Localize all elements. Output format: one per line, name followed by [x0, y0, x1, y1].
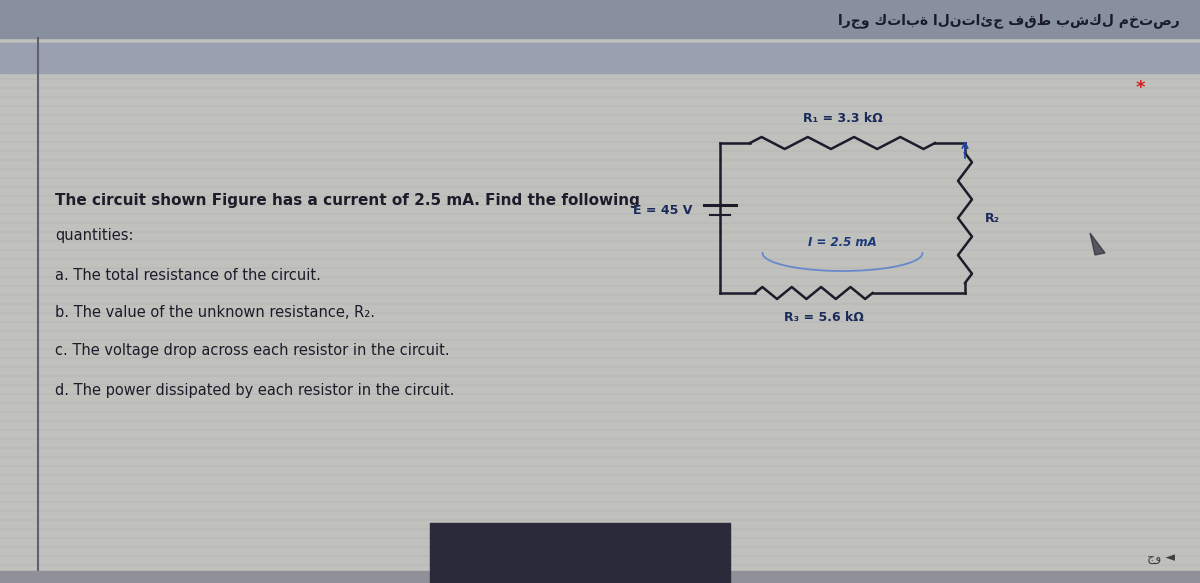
- Text: ارجو كتابة النتائج فقط بشكل مختصر: ارجو كتابة النتائج فقط بشكل مختصر: [839, 13, 1180, 29]
- Text: R₃ = 5.6 kΩ: R₃ = 5.6 kΩ: [784, 311, 864, 324]
- Text: E = 45 V: E = 45 V: [632, 203, 692, 216]
- Text: *: *: [1135, 79, 1145, 97]
- Text: quantities:: quantities:: [55, 228, 133, 243]
- Text: R₁ = 3.3 kΩ: R₁ = 3.3 kΩ: [803, 112, 882, 125]
- Bar: [0, 43, 1200, 73]
- Text: R₂: R₂: [985, 212, 1000, 224]
- Bar: [0, 571, 1200, 583]
- Text: a. The total resistance of the circuit.: a. The total resistance of the circuit.: [55, 268, 320, 283]
- Text: d. The power dissipated by each resistor in the circuit.: d. The power dissipated by each resistor…: [55, 383, 455, 398]
- Bar: [0, 0, 1200, 38]
- Text: I = 2.5 mA: I = 2.5 mA: [808, 237, 877, 250]
- Text: جو ◄: جو ◄: [1147, 552, 1175, 564]
- Bar: [430, 523, 730, 583]
- Polygon shape: [1090, 233, 1105, 255]
- Text: b. The value of the unknown resistance, R₂.: b. The value of the unknown resistance, …: [55, 305, 374, 320]
- Text: c. The voltage drop across each resistor in the circuit.: c. The voltage drop across each resistor…: [55, 343, 450, 358]
- Text: The circuit shown Figure has a current of 2.5 mA. Find the following: The circuit shown Figure has a current o…: [55, 193, 640, 208]
